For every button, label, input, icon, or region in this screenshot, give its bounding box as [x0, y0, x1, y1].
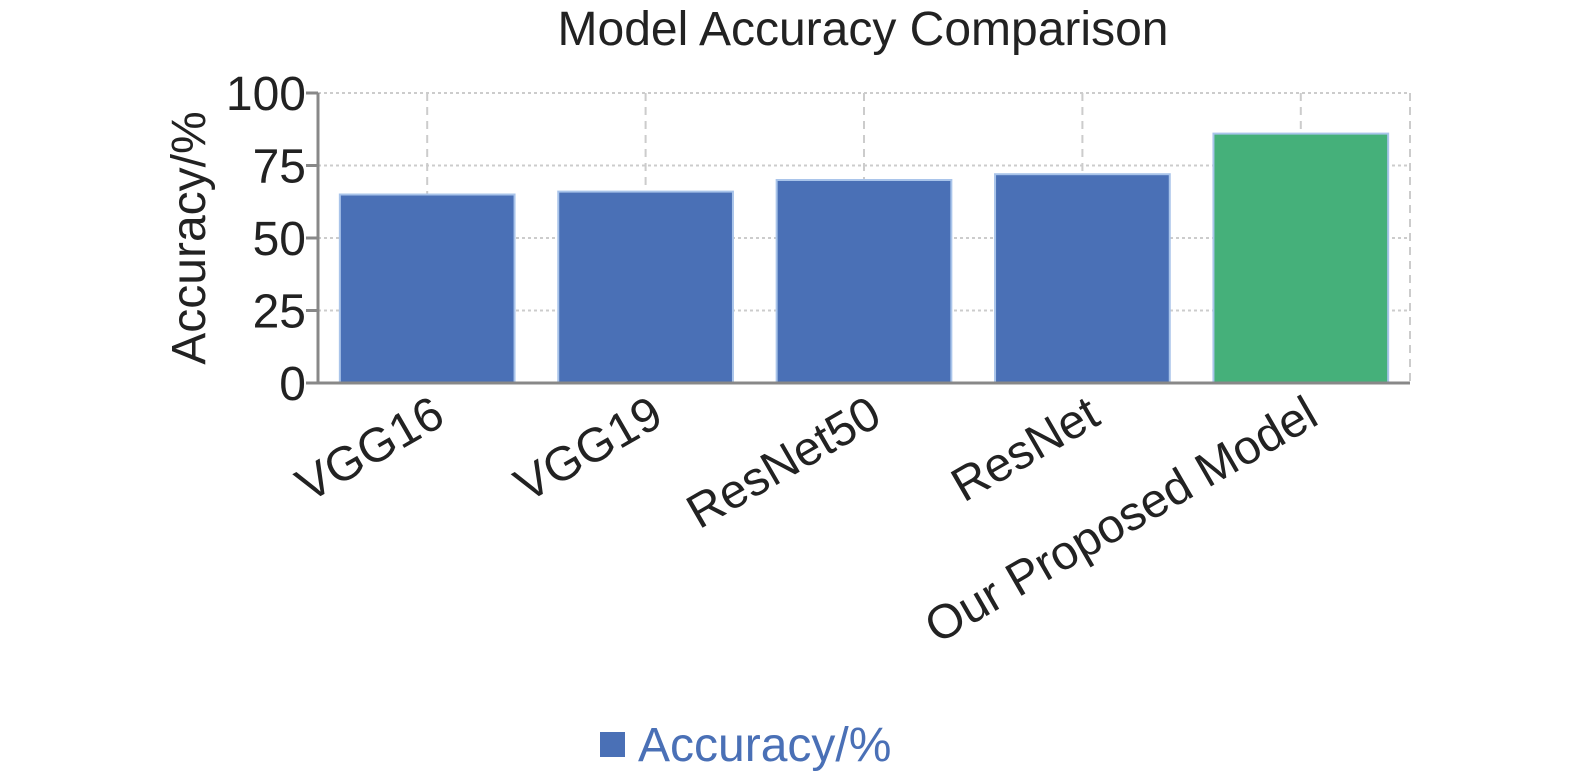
chart-title: Model Accuracy Comparison	[558, 3, 1169, 56]
y-tick-label: 25	[253, 286, 306, 339]
legend-label: Accuracy/%	[638, 719, 891, 772]
y-axis-label: Accuracy/%	[163, 111, 216, 364]
legend: Accuracy/%	[600, 719, 891, 772]
y-tick-label: 50	[253, 213, 306, 266]
bar-vgg16	[338, 193, 516, 384]
x-tick-label: Our Proposed Model	[916, 387, 1326, 654]
bar-resnet50	[775, 179, 953, 384]
bars	[338, 132, 1390, 384]
y-tick-label: 100	[226, 68, 306, 121]
x-tick-label: VGG16	[288, 387, 453, 513]
x-tick-label: ResNet	[943, 387, 1108, 513]
y-ticks: 0 25 50 75 100	[226, 68, 318, 411]
x-tick-label: ResNet50	[678, 387, 889, 540]
y-tick-label: 0	[279, 358, 306, 411]
y-tick-label: 75	[253, 141, 306, 194]
bar-our-proposed-model	[1212, 132, 1390, 384]
legend-swatch	[600, 732, 625, 757]
bar-vgg19	[557, 190, 734, 384]
bar-resnet	[994, 173, 1171, 384]
x-tick-label: VGG19	[506, 387, 671, 513]
